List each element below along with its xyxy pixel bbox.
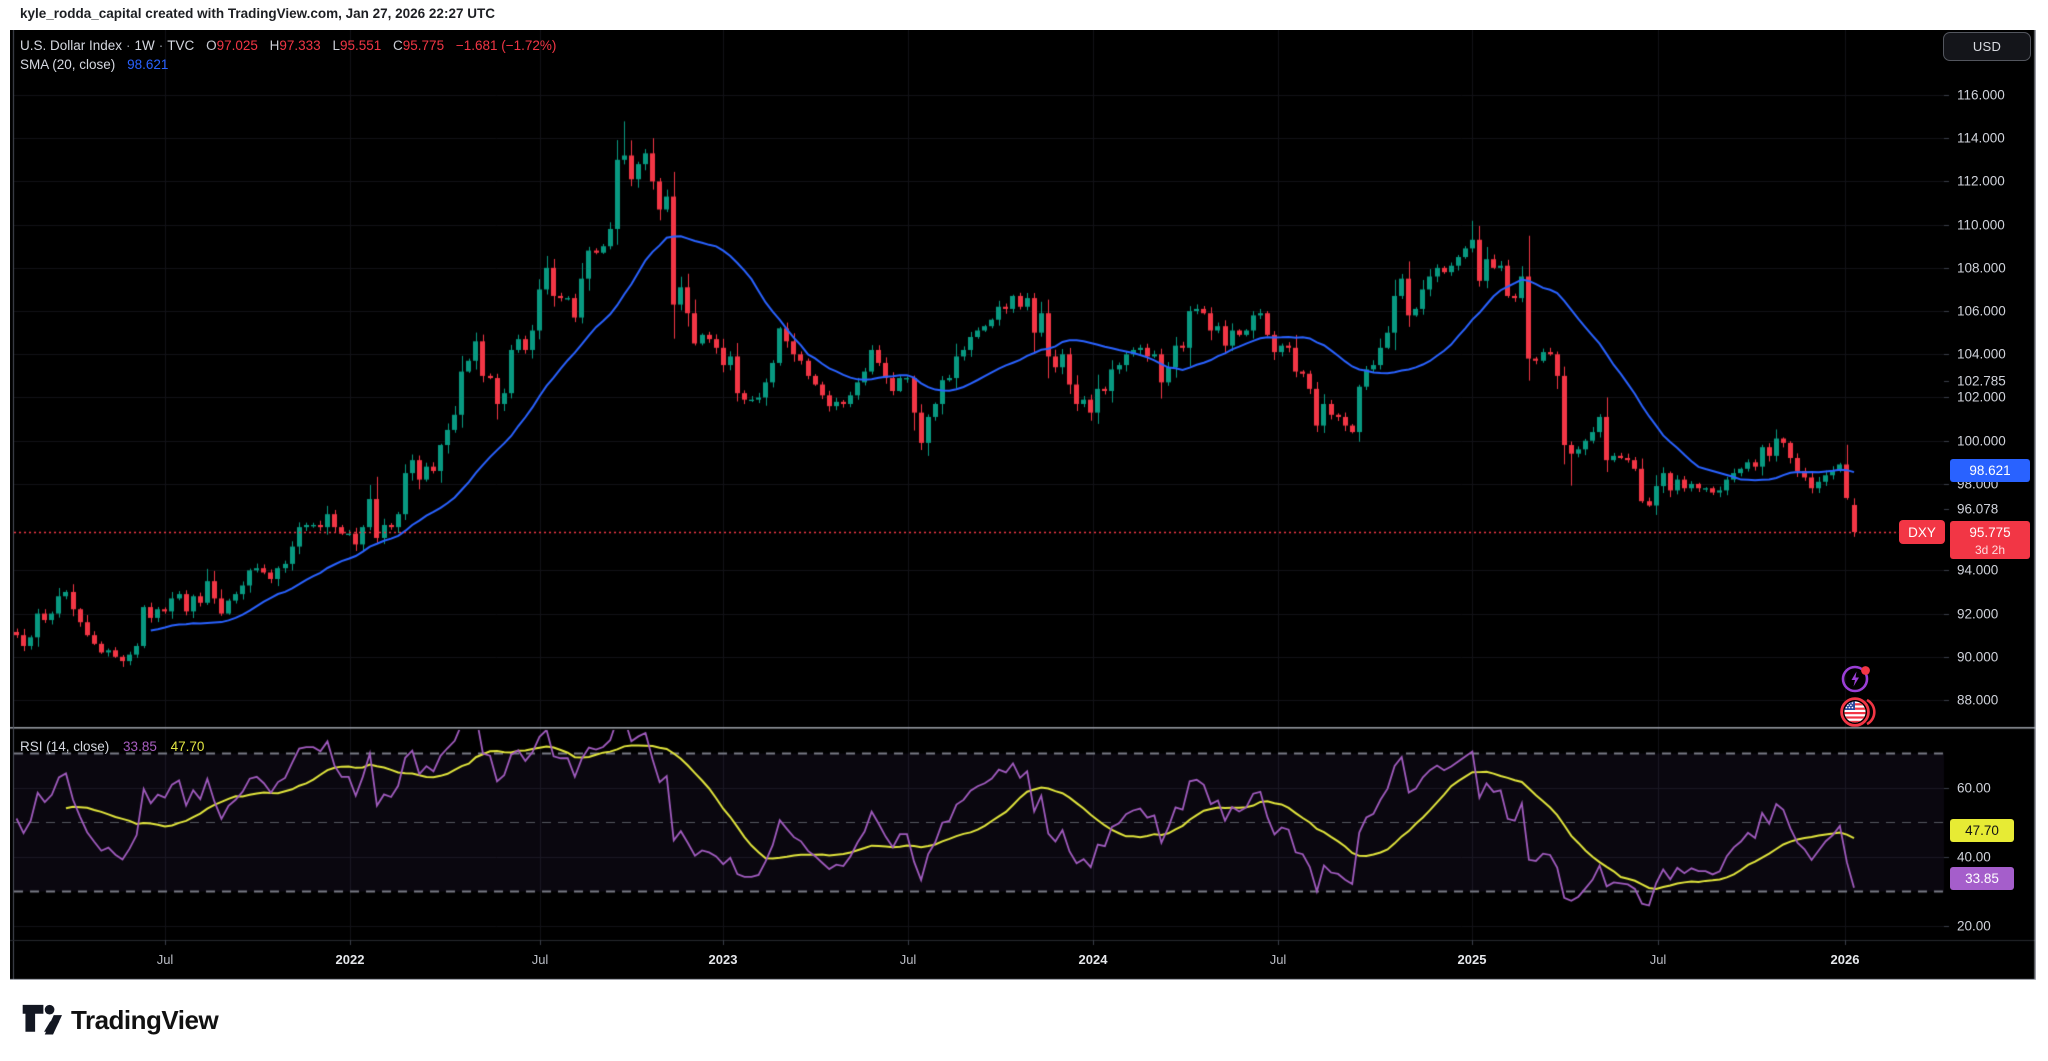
footer: TradingView — [22, 1003, 219, 1037]
price-axis-label: 90.000 — [1957, 649, 1999, 665]
symbol-badge: DXY — [1899, 520, 1945, 544]
time-axis-label: 2024 — [1078, 952, 1108, 967]
rsi-label: RSI (14, close) — [20, 739, 110, 754]
rsi-axis-label: 40.00 — [1957, 849, 1991, 865]
time-axis-label: 2026 — [1830, 952, 1860, 967]
rsi-legend[interactable]: RSI (14, close) 33.85 47.70 — [20, 739, 204, 754]
time-axis-label: Jul — [899, 952, 917, 967]
low-value: 95.551 — [339, 38, 382, 53]
main-legend[interactable]: U.S. Dollar Index · 1W · TVC O97.025 H97.333… — [20, 36, 556, 74]
price-axis-label: 100.000 — [1957, 433, 2006, 449]
high-value: 97.333 — [279, 38, 321, 53]
rsi-value-badge: 33.85 — [1950, 866, 2014, 890]
open-value: 97.025 — [216, 38, 258, 53]
time-axis-label: 2025 — [1457, 952, 1487, 967]
time-axis-label: 2022 — [335, 952, 365, 967]
brand-wordmark: TradingView — [71, 1004, 219, 1035]
price-axis-label: 114.000 — [1957, 130, 2005, 146]
sma-value: 98.621 — [127, 57, 169, 72]
rsi-value: 33.85 — [123, 739, 157, 754]
sma-price-badge: 98.621 — [1950, 459, 2030, 482]
symbol-title: U.S. Dollar Index — [20, 38, 123, 53]
chart-widget — [10, 30, 2036, 980]
price-axis-label: 96.078 — [1957, 501, 1999, 517]
price-axis-label: 106.000 — [1957, 303, 2006, 319]
time-axis-label: Jul — [1649, 952, 1667, 967]
legend-separator-2: · — [158, 38, 164, 53]
price-axis-label: 88.000 — [1957, 692, 1999, 708]
time-axis-label: Jul — [156, 952, 174, 967]
price-axis-label: 102.785 — [1957, 373, 2006, 389]
last-price-value: 95.775 — [1969, 524, 2011, 540]
legend-separator: · — [126, 38, 131, 53]
sma-legend-row[interactable]: SMA (20, close) 98.621 — [20, 55, 556, 74]
change-value: −1.681 (−1.72%) — [455, 38, 557, 53]
rsi-ma-value: 47.70 — [170, 739, 205, 754]
alerts-lightning-icon[interactable] — [1840, 662, 1872, 694]
high-label: H — [269, 38, 280, 53]
price-axis-label: 104.000 — [1957, 346, 2006, 362]
price-axis-label: 102.000 — [1957, 389, 2006, 405]
close-label: C — [393, 38, 403, 53]
price-axis-label: 108.000 — [1957, 260, 2006, 276]
price-axis-label: 110.000 — [1957, 217, 2005, 233]
bar-countdown: 3d 2h — [1974, 542, 2006, 557]
rsi-axis-label: 20.00 — [1957, 918, 1991, 934]
time-axis-label: 2023 — [708, 952, 738, 967]
attribution-header: kyle_rodda_capital created with TradingV… — [20, 6, 495, 21]
exchange-label: TVC — [167, 38, 195, 53]
us-flag-events-icon[interactable] — [1840, 696, 1876, 728]
low-label: L — [332, 38, 340, 53]
currency-button[interactable]: USD — [1943, 32, 2031, 61]
time-axis-label: Jul — [1269, 952, 1287, 967]
price-axis-label: 94.000 — [1957, 562, 1999, 578]
rsi-axis-label: 60.00 — [1957, 780, 1991, 796]
sma-label: SMA (20, close) — [20, 57, 116, 72]
tradingview-logo-icon[interactable] — [22, 1003, 62, 1037]
symbol-legend-row[interactable]: U.S. Dollar Index · 1W · TVC O97.025 H97.333… — [20, 36, 556, 55]
price-axis-label: 112.000 — [1957, 173, 2005, 189]
interval-label: 1W — [134, 38, 155, 53]
time-axis-label: Jul — [531, 952, 549, 967]
close-value: 95.775 — [402, 38, 445, 53]
open-label: O — [206, 38, 217, 53]
chart-canvas[interactable] — [10, 30, 2036, 980]
last-price-badge: 95.775 3d 2h — [1950, 521, 2030, 559]
rsi-ma-badge: 47.70 — [1950, 818, 2014, 842]
price-axis-label: 116.000 — [1957, 87, 2005, 103]
price-axis-label: 92.000 — [1957, 606, 1999, 622]
